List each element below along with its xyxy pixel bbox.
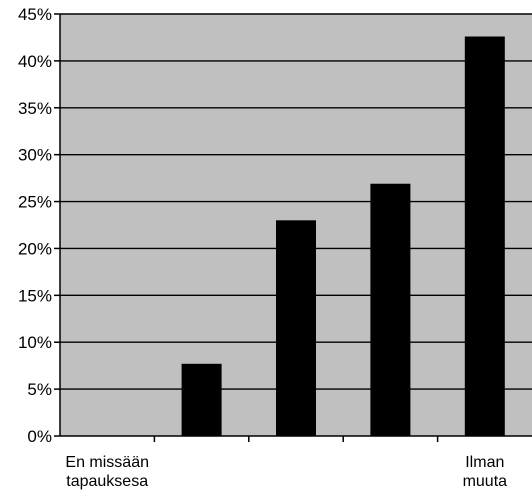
bar [370, 183, 411, 436]
y-axis-ticks: 0% 5% 10% 15% 20% 25% 30% 35% 40% 45% [18, 5, 60, 446]
x-axis-ticks [153, 436, 439, 442]
x-category-label: Ilman [465, 454, 504, 471]
bar [181, 363, 222, 436]
x-axis-labels: En missään tapauksesa Ilman muuta [65, 454, 507, 490]
x-category-label: tapauksesa [66, 473, 148, 490]
bar [276, 220, 316, 436]
y-tick-label: 30% [18, 146, 52, 165]
y-tick-label: 15% [18, 286, 52, 305]
y-tick-label: 25% [18, 193, 52, 212]
y-tick-label: 5% [27, 380, 52, 399]
y-tick-label: 20% [18, 239, 52, 258]
bars [181, 36, 505, 437]
y-tick-label: 10% [18, 333, 52, 352]
x-category-label: En missään [65, 454, 149, 471]
bar [464, 36, 505, 437]
y-tick-label: 0% [27, 427, 52, 446]
y-tick-label: 35% [18, 99, 52, 118]
y-tick-label: 40% [18, 52, 52, 71]
y-tick-label: 45% [18, 5, 52, 24]
x-category-label: muuta [463, 473, 508, 490]
